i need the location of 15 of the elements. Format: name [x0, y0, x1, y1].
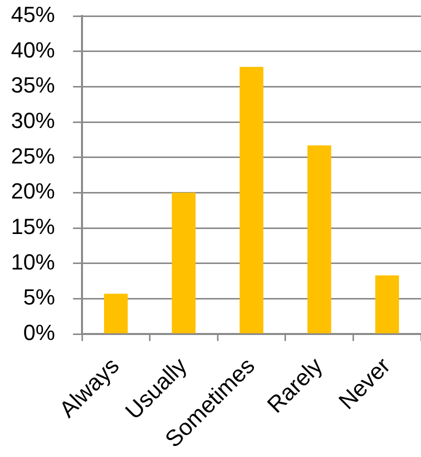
y-tick-label: 15%	[10, 214, 55, 240]
y-tick-label: 5%	[23, 284, 55, 310]
y-tick-label: 30%	[10, 108, 55, 134]
y-tick-label: 20%	[10, 178, 55, 204]
y-tick-label: 35%	[10, 72, 55, 98]
y-tick-label: 25%	[10, 143, 55, 168]
bar	[172, 192, 196, 334]
bar	[307, 145, 332, 334]
y-tick-label: 0%	[23, 320, 55, 346]
y-tick-label: 45%	[10, 2, 55, 28]
bar	[240, 66, 264, 334]
y-tick-label: 10%	[10, 249, 55, 274]
bar	[104, 294, 128, 334]
bar	[375, 275, 399, 334]
y-tick-label: 40%	[10, 37, 55, 62]
